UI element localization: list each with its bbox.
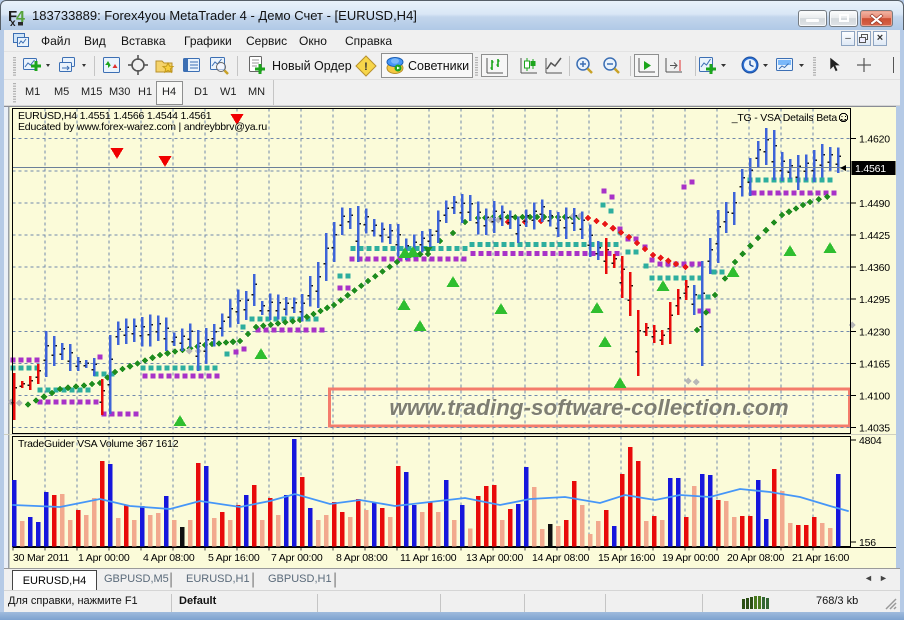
svg-text:Educated by www.forex-warez.co: Educated by www.forex-warez.com | andrey… [18,121,267,133]
svg-text:13 Apr 00:00: 13 Apr 00:00 [466,552,524,564]
svg-text:www.trading-software-collectio: www.trading-software-collection.com [390,396,789,421]
svg-text:x: x [10,18,16,26]
svg-text:8 Apr 08:00: 8 Apr 08:00 [336,552,388,564]
svg-text:21 Apr 16:00: 21 Apr 16:00 [792,552,850,564]
svg-text:7 Apr 00:00: 7 Apr 00:00 [271,552,323,564]
svg-text:F: F [9,8,17,25]
svg-text:EURUSD,H4 1.4551 1.4566 1.454: EURUSD,H4 1.4551 1.4566 1.4544 1.4561 [18,110,212,122]
svg-text:1 Apr 00:00: 1 Apr 00:00 [78,552,130,564]
svg-text:11 Apr 16:00: 11 Apr 16:00 [400,552,457,564]
svg-text:15 Apr 16:00: 15 Apr 16:00 [598,552,656,564]
svg-text:1.4230: 1.4230 [859,326,890,338]
svg-text:14 Apr 08:00: 14 Apr 08:00 [532,552,590,564]
svg-text:1.4620: 1.4620 [859,134,890,146]
svg-text:1.4100: 1.4100 [859,391,890,403]
svg-text:www.trading-software-collectio: www.trading-software-collection.com [389,395,788,420]
svg-text:1.4425: 1.4425 [859,230,890,242]
svg-text:30 Mar 2011: 30 Mar 2011 [13,552,69,564]
svg-text:!: ! [364,61,368,73]
svg-text:4: 4 [16,9,25,26]
svg-text:19 Apr 00:00: 19 Apr 00:00 [662,552,720,564]
svg-text:1.4561: 1.4561 [855,163,886,175]
svg-text:_TG - VSA Details Beta: _TG - VSA Details Beta [731,112,838,124]
svg-text:5 Apr 16:00: 5 Apr 16:00 [208,552,260,564]
svg-text:1.4165: 1.4165 [859,358,890,370]
svg-text:TradeGuider VSA Volume 367 16: TradeGuider VSA Volume 367 1612 [18,438,179,450]
svg-text:1.4360: 1.4360 [859,262,890,274]
svg-text:4 Apr 08:00: 4 Apr 08:00 [143,552,195,564]
svg-text:1.4035: 1.4035 [859,423,890,435]
svg-text:156: 156 [859,537,876,549]
svg-text:1.4490: 1.4490 [859,198,890,210]
svg-text:4804: 4804 [859,435,882,447]
svg-text:1.4295: 1.4295 [859,294,890,306]
svg-text:20 Apr 08:00: 20 Apr 08:00 [727,552,785,564]
